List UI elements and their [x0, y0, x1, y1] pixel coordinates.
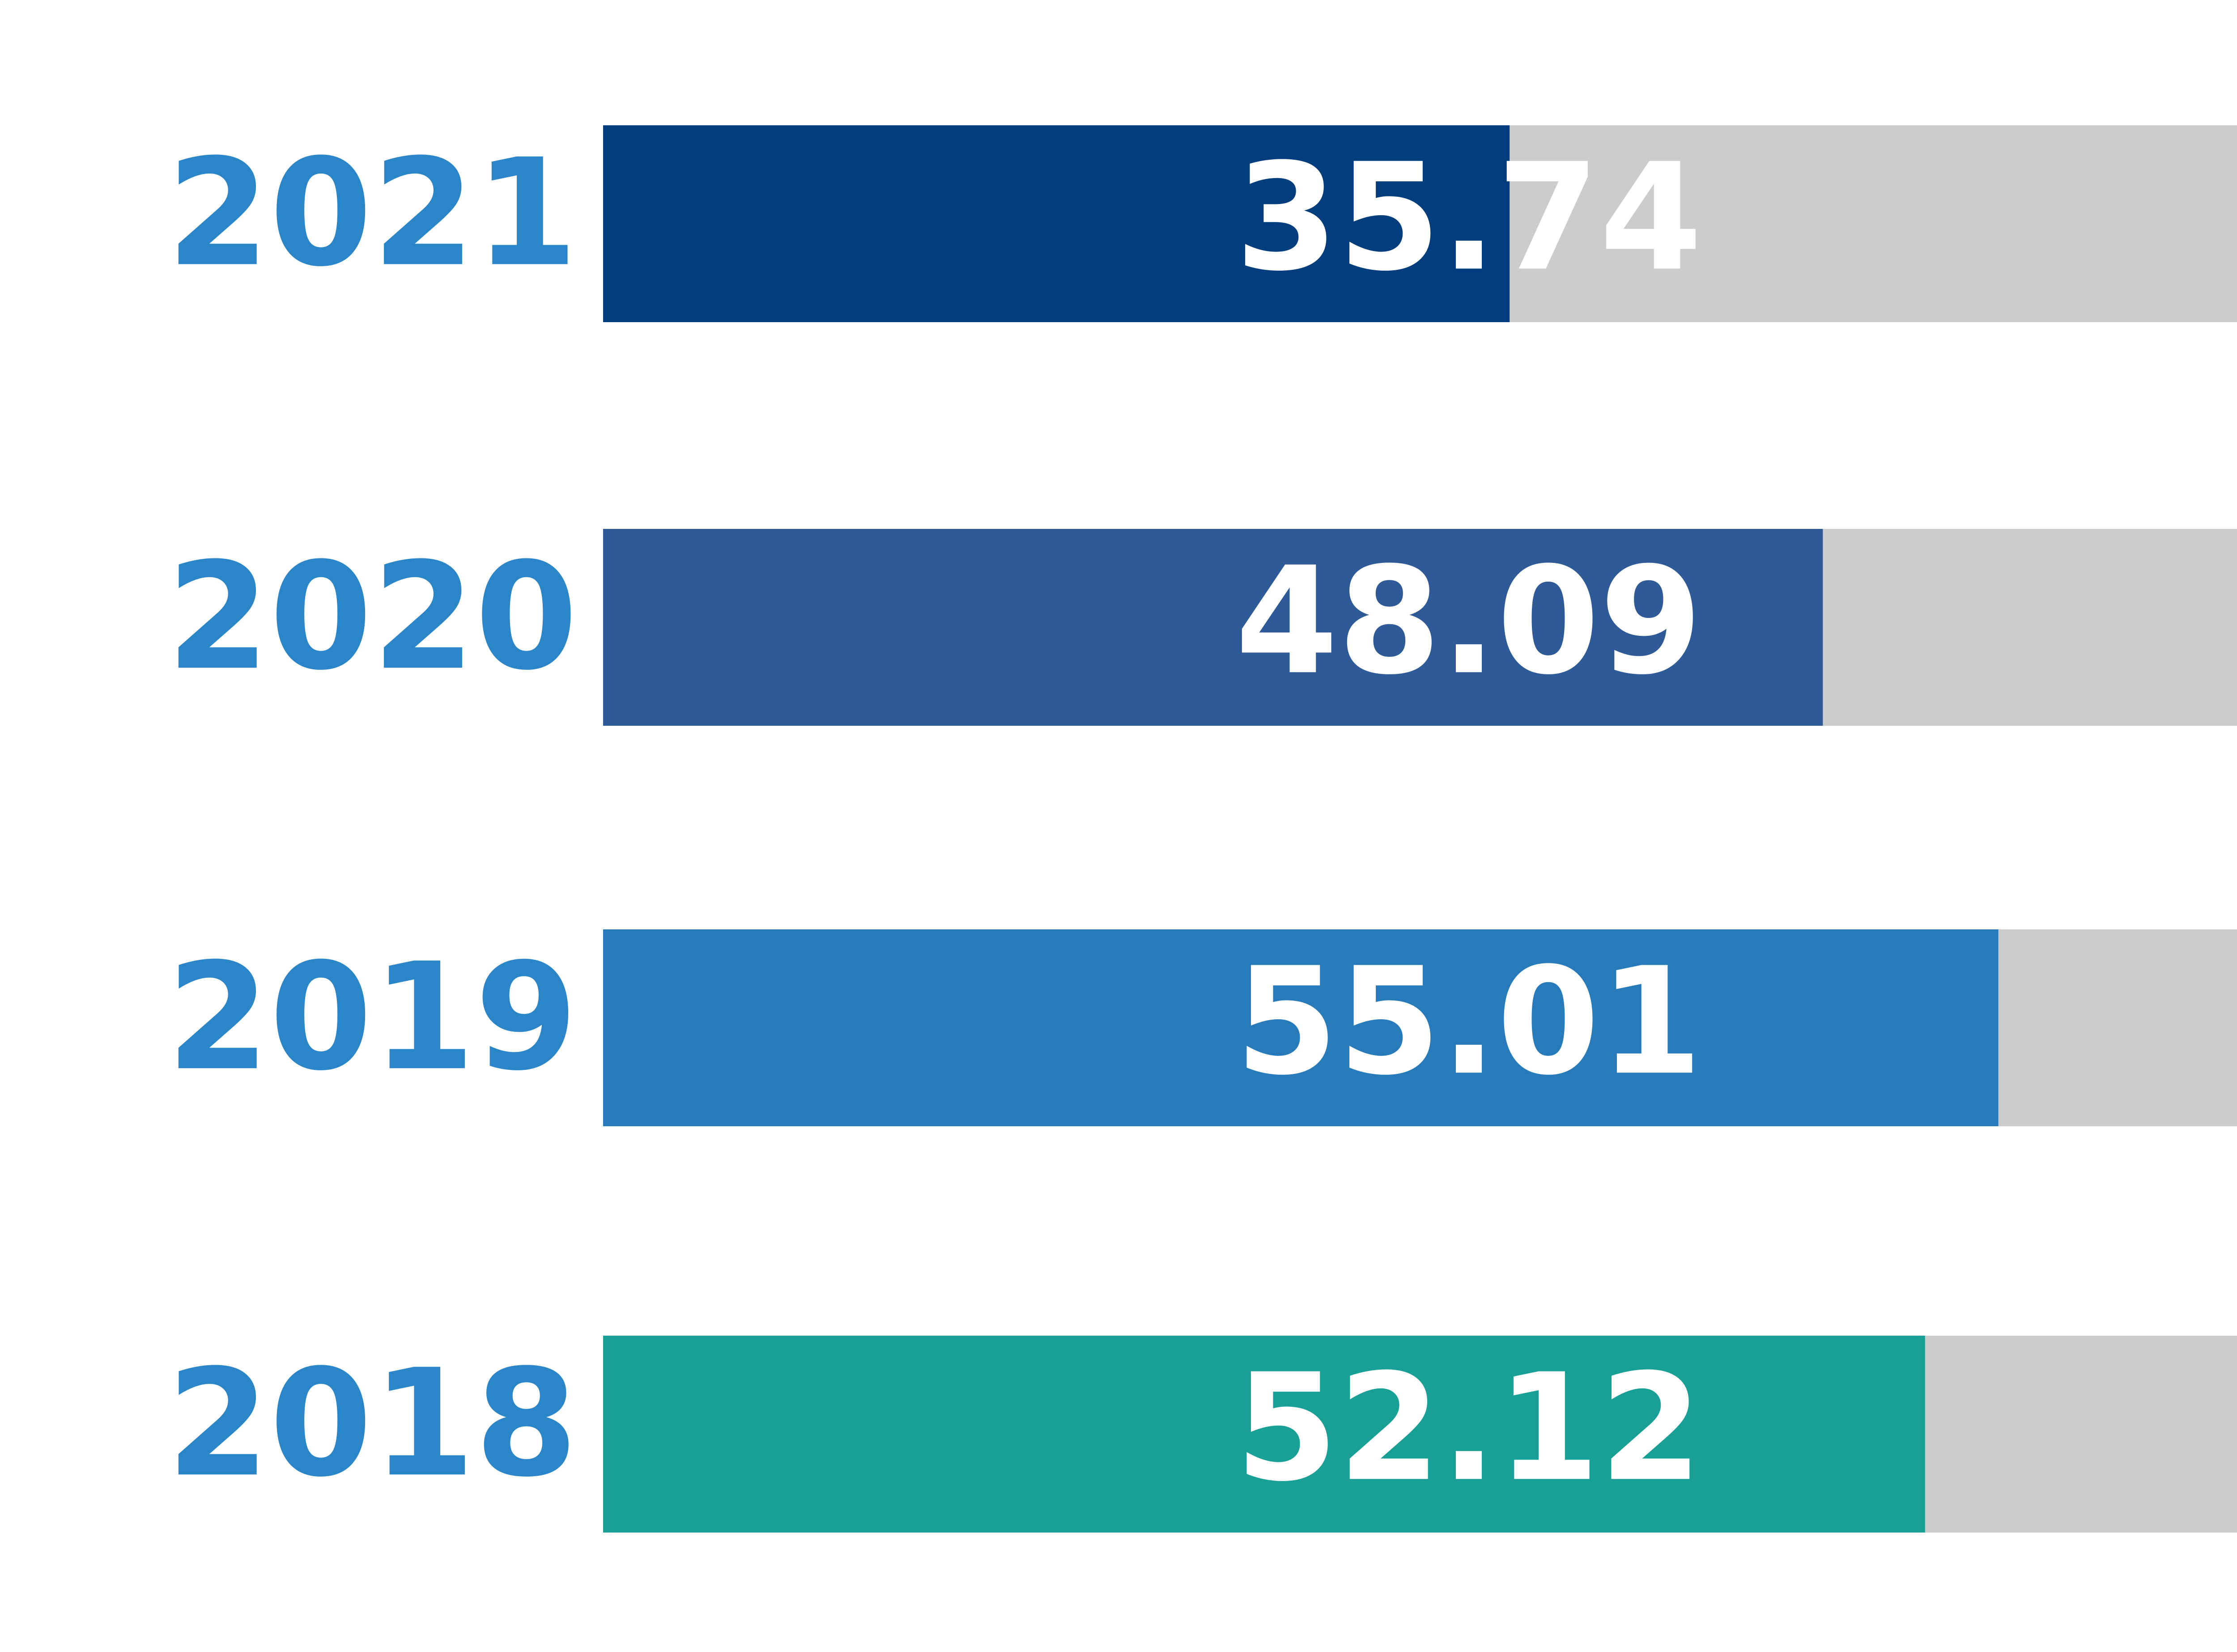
value-label-2021: 35.74: [1235, 132, 1702, 303]
bar-2021: [603, 125, 1510, 322]
category-label-2019: 2019: [167, 931, 578, 1103]
bar-2019: [603, 929, 1999, 1126]
value-label-2019: 55.01: [1235, 936, 1702, 1107]
value-label-2020: 48.09: [1235, 535, 1702, 707]
bar-2018: [603, 1336, 1925, 1533]
bar-2020: [603, 529, 1823, 726]
category-label-2021: 2021: [167, 127, 578, 299]
value-label-2018: 52.12: [1235, 1342, 1702, 1514]
bar-rows: 2021 35.74 2020 48.09 2019 55.01 2018 52.12: [167, 125, 2237, 1533]
category-label-2020: 2020: [167, 531, 578, 703]
category-label-2018: 2018: [167, 1337, 578, 1509]
